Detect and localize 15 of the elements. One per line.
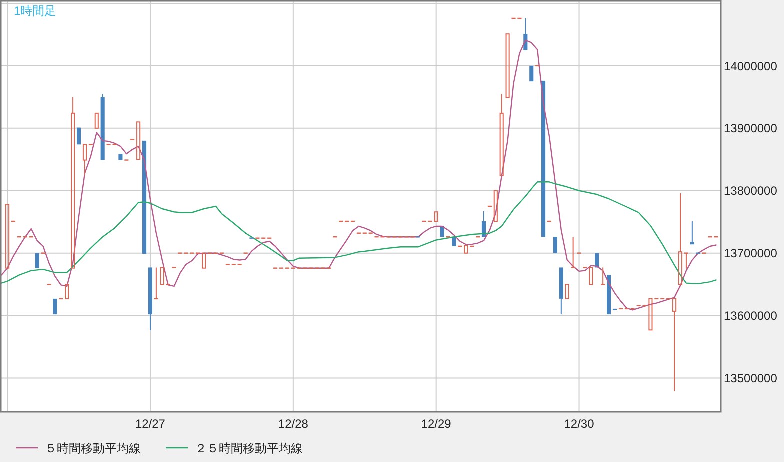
legend-label: ５時間移動平均線	[45, 442, 141, 456]
y-tick-label: 13600000	[724, 309, 778, 324]
y-tick-label: 13700000	[724, 246, 778, 261]
legend-label: ２５時間移動平均線	[195, 442, 303, 456]
x-tick-label: 12/28	[278, 417, 309, 431]
x-tick-label: 12/27	[135, 417, 166, 431]
y-tick-label: 13800000	[724, 184, 778, 198]
y-tick-label: 14000000	[724, 59, 778, 74]
y-tick-label: 13500000	[724, 372, 778, 386]
chart-title: 1時間足	[14, 4, 57, 18]
y-tick-label: 13900000	[724, 122, 778, 136]
x-tick-label: 12/29	[421, 417, 452, 431]
x-tick-label: 12/30	[564, 417, 595, 431]
legend-item: ２５時間移動平均線	[166, 442, 303, 456]
legend-item: ５時間移動平均線	[16, 442, 141, 456]
